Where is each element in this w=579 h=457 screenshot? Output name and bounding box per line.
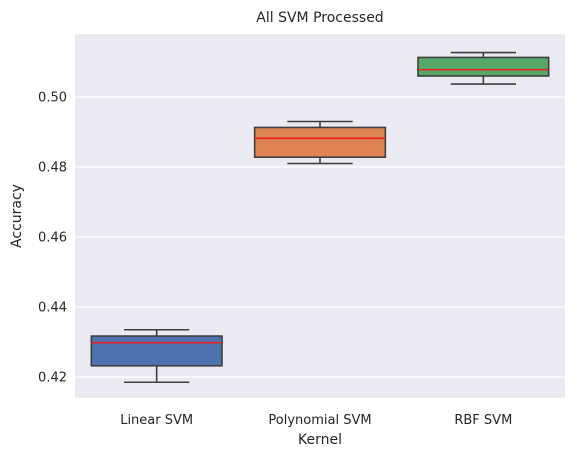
x-tick-label: Polynomial SVM (268, 413, 371, 428)
y-tick-label: 0.42 (38, 371, 67, 386)
x-tick-label: RBF SVM (454, 413, 512, 428)
box-linear-svm (90, 328, 223, 384)
boxes (90, 51, 550, 384)
y-tick-label: 0.50 (38, 91, 67, 106)
y-tick-label: 0.44 (38, 301, 67, 316)
box-polynomial-svm (253, 120, 387, 165)
x-tick-label: Linear SVM (120, 413, 193, 428)
chart-title: All SVM Processed (256, 10, 383, 26)
x-tick-labels: Linear SVM Polynomial SVM RBF SVM (120, 413, 512, 428)
y-tick-label: 0.48 (38, 161, 67, 176)
y-tick-labels: 0.42 0.44 0.46 0.48 0.50 (38, 91, 67, 386)
y-tick-label: 0.46 (38, 231, 67, 246)
box-iqr (90, 335, 223, 367)
box-iqr (253, 126, 387, 158)
box-iqr (417, 56, 550, 77)
y-axis-label: Accuracy (9, 184, 25, 248)
box-rbf-svm (417, 51, 550, 85)
x-axis-label: Kernel (298, 432, 342, 448)
